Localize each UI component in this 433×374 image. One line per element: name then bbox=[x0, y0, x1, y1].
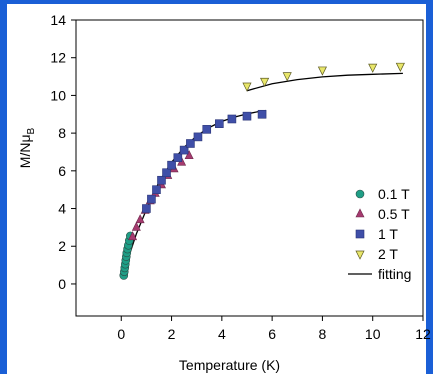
legend-label: 2 T bbox=[378, 246, 398, 262]
fit-line bbox=[246, 72, 403, 92]
data-point bbox=[173, 153, 183, 162]
legend-label: 1 T bbox=[378, 226, 398, 242]
data-point bbox=[202, 125, 212, 134]
x-tick-label: 12 bbox=[415, 326, 431, 342]
data-point bbox=[242, 82, 252, 92]
legend-entry: 1 T bbox=[355, 226, 398, 242]
frame-border-top bbox=[0, 0, 433, 4]
data-point bbox=[157, 175, 166, 185]
y-axis-label-main: M/Nμ bbox=[17, 134, 33, 168]
y-tick-label: 8 bbox=[58, 125, 66, 141]
data-point bbox=[227, 114, 237, 124]
data-point bbox=[128, 231, 138, 241]
legend-label: 0.5 T bbox=[378, 206, 410, 222]
x-tick-label: 6 bbox=[268, 326, 276, 342]
data-point bbox=[167, 160, 176, 170]
y-tick-label: 14 bbox=[50, 12, 66, 28]
data-point bbox=[152, 185, 161, 194]
legend-entry: 2 T bbox=[355, 246, 398, 262]
x-axis: 0 2 4 6 8 10 12 bbox=[117, 316, 431, 342]
plot-frame bbox=[75, 19, 424, 317]
y-tick-label: 10 bbox=[50, 87, 66, 103]
data-point bbox=[179, 145, 189, 155]
y-axis-label-subscript: B bbox=[26, 127, 37, 134]
data-point bbox=[162, 168, 171, 178]
y-axis: 0 2 4 6 8 10 12 14 bbox=[50, 12, 76, 292]
legend-symbol bbox=[355, 189, 365, 199]
data-point bbox=[186, 139, 195, 148]
legend-label: 0.1 T bbox=[378, 186, 410, 202]
data-point bbox=[147, 194, 156, 204]
data-point bbox=[142, 204, 151, 213]
legend-entry: fitting bbox=[348, 266, 411, 282]
legend: 0.1 T 0.5 T 1 T 2 T fitting bbox=[348, 186, 411, 282]
data-point bbox=[242, 111, 252, 121]
y-tick-label: 4 bbox=[58, 201, 66, 217]
x-tick-label: 2 bbox=[168, 326, 176, 342]
data-point bbox=[395, 62, 405, 72]
data-point bbox=[215, 119, 224, 128]
data-point bbox=[135, 214, 145, 224]
x-tick-label: 0 bbox=[117, 326, 125, 342]
y-tick-label: 6 bbox=[58, 163, 66, 179]
data-point bbox=[131, 221, 141, 231]
x-tick-label: 10 bbox=[365, 326, 381, 342]
plot-area: 0 2 4 6 8 10 12 14 0 2 4 6 8 10 12 bbox=[50, 12, 431, 342]
y-axis-label: M/NμB bbox=[17, 127, 37, 168]
data-point bbox=[257, 109, 267, 119]
frame-border-left bbox=[0, 0, 7, 374]
legend-entry: 0.1 T bbox=[355, 186, 410, 202]
data-point bbox=[282, 72, 292, 82]
data-markers bbox=[119, 62, 405, 280]
legend-symbol bbox=[355, 208, 365, 218]
data-point bbox=[317, 66, 327, 76]
data-point bbox=[368, 63, 378, 73]
x-axis-label: Temperature (K) bbox=[179, 357, 280, 373]
legend-entry: 0.5 T bbox=[355, 206, 410, 222]
x-tick-label: 4 bbox=[218, 326, 226, 342]
data-point bbox=[193, 132, 203, 142]
y-tick-label: 12 bbox=[50, 50, 66, 66]
data-point bbox=[260, 77, 270, 88]
y-tick-label: 2 bbox=[58, 238, 66, 254]
legend-label: fitting bbox=[378, 266, 411, 282]
svg-text:M/NμB: M/NμB bbox=[17, 127, 37, 168]
x-tick-label: 8 bbox=[319, 326, 327, 342]
y-tick-label: 0 bbox=[58, 276, 66, 292]
legend-symbol bbox=[355, 229, 365, 239]
frame-border-right bbox=[426, 0, 433, 374]
legend-symbol bbox=[355, 250, 365, 260]
data-point bbox=[184, 150, 194, 160]
